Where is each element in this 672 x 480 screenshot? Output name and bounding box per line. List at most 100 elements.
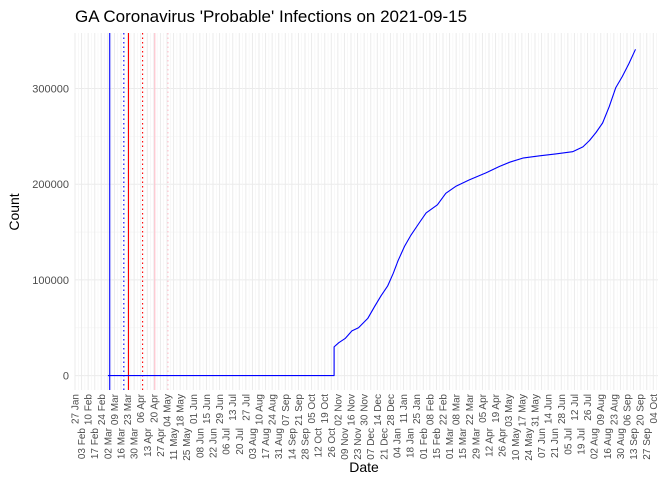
x-tick-label: 03 Aug <box>248 428 259 459</box>
x-tick-label: 17 May <box>517 394 528 427</box>
x-tick-label: 08 Feb <box>425 394 436 426</box>
x-tick-label: 30 Nov <box>360 394 371 426</box>
x-tick-label: 14 Jun <box>544 394 555 424</box>
x-tick-label: 07 Jun <box>537 428 548 458</box>
x-tick-label: 18 May <box>176 394 187 427</box>
grid <box>74 33 658 390</box>
x-tick-label: 01 Jun <box>189 394 200 424</box>
x-tick-label: 15 Mar <box>458 427 469 459</box>
x-tick-label: 09 Mar <box>110 393 121 425</box>
x-tick-label: 28 Dec <box>386 394 397 426</box>
x-tick-label: 22 Mar <box>465 393 476 425</box>
x-tick-label: 25 May <box>182 428 193 461</box>
x-tick-label: 02 Mar <box>103 427 114 459</box>
x-tick-label: 12 Apr <box>485 427 496 457</box>
x-tick-label: 28 Jun <box>557 394 568 424</box>
x-tick-label: 23 Mar <box>123 393 134 425</box>
plot-panel <box>75 33 658 390</box>
x-tick-label: 06 Jul <box>222 428 233 455</box>
x-tick-label: 15 Feb <box>432 428 443 460</box>
series <box>107 49 636 377</box>
x-tick-label: 08 Jun <box>195 428 206 458</box>
x-tick-label: 04 Oct <box>649 394 660 424</box>
x-tick-label: 06 Sep <box>623 394 634 426</box>
x-tick-label: 17 Feb <box>90 428 101 460</box>
x-tick-label: 19 Apr <box>491 393 502 423</box>
x-tick-label: 03 Feb <box>77 428 88 460</box>
x-tick-label: 09 Nov <box>340 428 351 460</box>
x-tick-label: 20 Apr <box>149 393 160 423</box>
x-tick-label: 24 Aug <box>268 394 279 425</box>
x-tick-label: 30 Mar <box>130 427 141 459</box>
y-tick-label: 0 <box>63 371 69 383</box>
x-tick-label: 02 Nov <box>333 394 344 426</box>
x-tick-label: 06 Apr <box>136 393 147 423</box>
x-tick-label: 13 Jul <box>228 394 239 421</box>
x-tick-label: 21 Dec <box>379 428 390 460</box>
x-axis-title: Date <box>349 459 379 475</box>
x-tick-label: 02 Aug <box>590 428 601 459</box>
x-tick-label: 03 May <box>504 394 515 427</box>
y-tick-label: 200000 <box>32 179 69 191</box>
x-tick-label: 10 Feb <box>84 394 95 426</box>
x-tick-label: 26 Jul <box>583 394 594 421</box>
x-tick-label: 11 May <box>169 428 180 460</box>
series-line <box>107 49 636 377</box>
x-tick-label: 23 Nov <box>353 428 364 460</box>
x-tick-label: 12 Jul <box>570 394 581 421</box>
x-tick-label: 30 Aug <box>616 428 627 459</box>
x-tick-label: 11 Jan <box>399 394 410 423</box>
x-tick-label: 16 Nov <box>347 394 358 426</box>
x-tick-label: 05 Jul <box>563 428 574 455</box>
y-axis-ticks: 0 100000 200000 300000 <box>32 84 69 383</box>
x-tick-label: 27 Apr <box>156 427 167 457</box>
x-tick-label: 20 Sep <box>636 394 647 426</box>
x-tick-label: 29 Jun <box>215 394 226 424</box>
chart-title: GA Coronavirus 'Probable' Infections on … <box>75 7 467 26</box>
x-tick-label: 17 Aug <box>261 428 272 459</box>
x-tick-label: 27 Jan <box>71 394 82 424</box>
x-tick-label: 18 Jan <box>406 428 417 458</box>
x-tick-label: 08 Mar <box>452 393 463 425</box>
x-tick-label: 24 May <box>524 428 535 461</box>
x-tick-label: 25 Jan <box>412 394 423 424</box>
y-tick-label: 100000 <box>32 275 69 287</box>
x-tick-label: 28 Sep <box>301 428 312 460</box>
x-tick-label: 13 Apr <box>143 427 154 457</box>
x-tick-label: 21 Sep <box>294 394 305 426</box>
x-tick-label: 19 Oct <box>320 394 331 424</box>
x-tick-label: 29 Mar <box>471 427 482 459</box>
x-tick-label: 26 Oct <box>327 428 338 458</box>
x-tick-label: 27 Sep <box>642 428 653 460</box>
x-tick-label: 14 Dec <box>373 394 384 426</box>
y-tick-label: 300000 <box>32 84 69 96</box>
x-tick-label: 07 Dec <box>366 428 377 460</box>
x-tick-label: 24 Feb <box>97 394 108 426</box>
x-tick-label: 07 Sep <box>281 394 292 426</box>
y-axis-title: Count <box>6 193 22 230</box>
x-tick-label: 20 Jul <box>235 428 246 455</box>
x-tick-label: 23 Aug <box>609 394 620 425</box>
x-tick-label: 19 Jul <box>577 428 588 455</box>
x-tick-label: 15 Jun <box>202 394 213 424</box>
x-tick-label: 05 Oct <box>307 394 318 424</box>
x-tick-label: 22 Feb <box>439 394 450 426</box>
x-tick-label: 13 Sep <box>629 428 640 460</box>
x-tick-label: 22 Jun <box>209 428 220 458</box>
x-tick-label: 16 Aug <box>603 428 614 459</box>
x-tick-label: 05 Apr <box>478 393 489 423</box>
x-tick-label: 31 May <box>531 394 542 427</box>
x-tick-label: 04 May <box>163 394 174 427</box>
x-tick-label: 27 Jul <box>241 394 252 421</box>
x-tick-label: 31 Aug <box>274 428 285 459</box>
x-tick-label: 01 Feb <box>419 428 430 460</box>
x-tick-label: 26 Apr <box>498 427 509 457</box>
x-tick-label: 04 Jan <box>393 428 404 458</box>
reference-lines <box>109 33 169 390</box>
x-tick-label: 01 Mar <box>445 427 456 459</box>
x-tick-label: 12 Oct <box>314 428 325 458</box>
x-tick-label: 09 Aug <box>596 394 607 425</box>
x-tick-label: 10 Aug <box>255 394 266 425</box>
